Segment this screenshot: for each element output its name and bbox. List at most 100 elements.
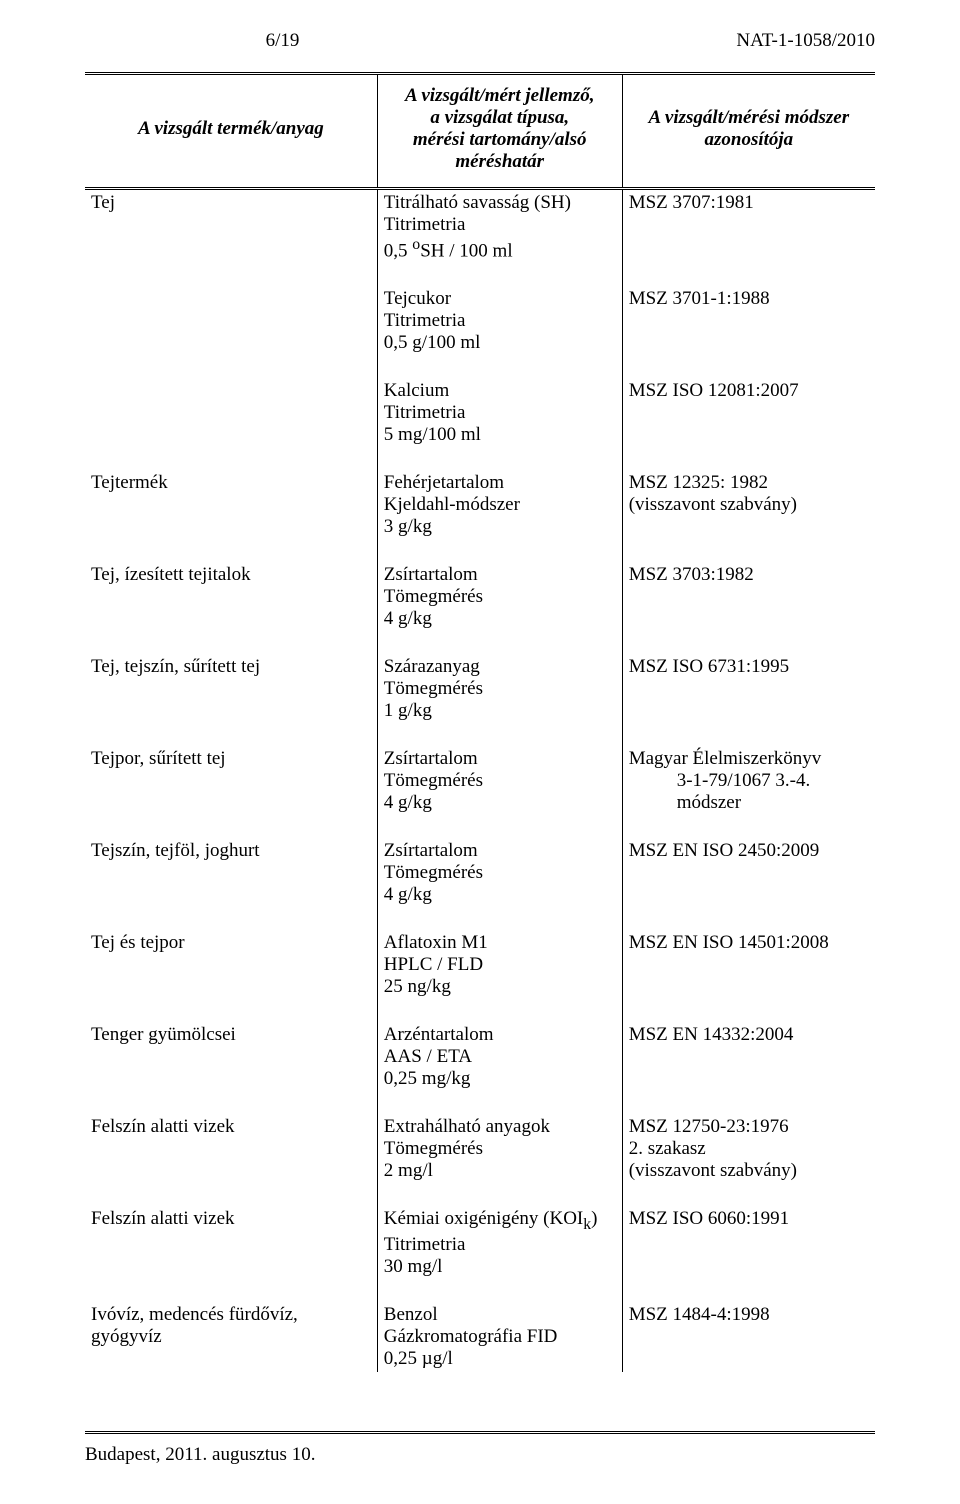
measure-l1: Kalcium: [384, 380, 449, 401]
cell-product: Tej: [85, 189, 377, 265]
cell-method: MSZ ISO 6731:1995: [622, 654, 875, 724]
cell-product: Tejtermék: [85, 470, 377, 540]
cell-product: Felszín alatti vizek: [85, 1114, 377, 1184]
method-l2-indented: 3-1-79/1067 3.-4. módszer: [629, 770, 869, 814]
method-l1: MSZ 12750-23:1976: [629, 1116, 789, 1137]
cell-method: Magyar Élelmiszerkönyv 3-1-79/1067 3.-4.…: [622, 746, 875, 816]
measure-l1a: Kémiai oxigénigény (KOI: [384, 1208, 583, 1229]
measure-l3: 0,25 µg/l: [384, 1348, 453, 1369]
measure-l3: 25 ng/kg: [384, 976, 451, 997]
measure-l1: Arzéntartalom: [384, 1024, 494, 1045]
table-row: Tej Titrálható savasság (SH) Titrimetria…: [85, 189, 875, 265]
cell-method: MSZ 3707:1981: [622, 189, 875, 265]
cell-product: Tej, ízesített tejitalok: [85, 562, 377, 632]
col-header-product: A vizsgált termék/anyag: [85, 74, 377, 189]
cell-measure: Kalcium Titrimetria 5 mg/100 ml: [377, 378, 622, 448]
measure-l3b: SH / 100 ml: [420, 240, 512, 261]
cell-method: MSZ EN ISO 14501:2008: [622, 930, 875, 1000]
cell-measure: Szárazanyag Tömegmérés 1 g/kg: [377, 654, 622, 724]
measure-l3: 4 g/kg: [384, 608, 432, 629]
footer-separator: [85, 1431, 875, 1434]
page-number: 6/19: [85, 30, 480, 52]
cell-product: Tej és tejpor: [85, 930, 377, 1000]
cell-method: MSZ 1484-4:1998: [622, 1302, 875, 1372]
measure-l2: Titrimetria: [384, 1234, 466, 1255]
measure-l1: Titrálható savasság (SH): [384, 192, 571, 213]
footer-text: Budapest, 2011. augusztus 10.: [85, 1444, 315, 1466]
cell-method: MSZ EN 14332:2004: [622, 1022, 875, 1092]
measure-l2: AAS / ETA: [384, 1046, 472, 1067]
table-row: Kalcium Titrimetria 5 mg/100 ml MSZ ISO …: [85, 378, 875, 448]
col2-l4: méréshatár: [455, 151, 544, 172]
table-header-row: A vizsgált termék/anyag A vizsgált/mért …: [85, 74, 875, 189]
measure-l3: 0,25 mg/kg: [384, 1068, 471, 1089]
measure-l2: Tömegmérés: [384, 678, 483, 699]
table-row: Ivóvíz, medencés fürdővíz, gyógyvíz Benz…: [85, 1302, 875, 1372]
cell-method: MSZ ISO 12081:2007: [622, 378, 875, 448]
measure-l3: 0,5 g/100 ml: [384, 332, 481, 353]
measure-l2: Kjeldahl-módszer: [384, 494, 520, 515]
cell-measure: Fehérjetartalom Kjeldahl-módszer 3 g/kg: [377, 470, 622, 540]
measure-l2: Tömegmérés: [384, 1138, 483, 1159]
col-header-method: A vizsgált/mérési módszer azonosítója: [622, 74, 875, 189]
measure-l3: 1 g/kg: [384, 700, 432, 721]
measure-sub: k: [583, 1216, 591, 1233]
cell-product: Tejszín, tejföl, joghurt: [85, 838, 377, 908]
measure-l1: Zsírtartalom: [384, 564, 478, 585]
cell-method: MSZ ISO 6060:1991: [622, 1206, 875, 1280]
table-row: Tejszín, tejföl, joghurt Zsírtartalom Tö…: [85, 838, 875, 908]
measure-l1: Zsírtartalom: [384, 748, 478, 769]
cell-measure: Extrahálható anyagok Tömegmérés 2 mg/l: [377, 1114, 622, 1184]
cell-measure: Zsírtartalom Tömegmérés 4 g/kg: [377, 746, 622, 816]
cell-method: MSZ 12750-23:1976 2. szakasz (visszavont…: [622, 1114, 875, 1184]
col3-l1: A vizsgált/mérési módszer: [649, 107, 850, 128]
table-row: Tej, ízesített tejitalok Zsírtartalom Tö…: [85, 562, 875, 632]
measure-l1: Szárazanyag: [384, 656, 480, 677]
measure-l1: Fehérjetartalom: [384, 472, 504, 493]
cell-method: MSZ 12325: 1982 (visszavont szabvány): [622, 470, 875, 540]
cell-product: Tenger gyümölcsei: [85, 1022, 377, 1092]
cell-measure: Arzéntartalom AAS / ETA 0,25 mg/kg: [377, 1022, 622, 1092]
method-l1: MSZ 12325: 1982: [629, 472, 768, 493]
measure-l3: 2 mg/l: [384, 1160, 433, 1181]
table-row: Tej és tejpor Aflatoxin M1 HPLC / FLD 25…: [85, 930, 875, 1000]
cell-measure: Benzol Gázkromatográfia FID 0,25 µg/l: [377, 1302, 622, 1372]
doc-code: NAT-1-1058/2010: [480, 30, 875, 52]
measure-l2: Titrimetria: [384, 214, 466, 235]
measure-l1: Zsírtartalom: [384, 840, 478, 861]
cell-measure: Zsírtartalom Tömegmérés 4 g/kg: [377, 838, 622, 908]
cell-method: MSZ 3703:1982: [622, 562, 875, 632]
cell-measure: Kémiai oxigénigény (KOIk) Titrimetria 30…: [377, 1206, 622, 1280]
measure-l2: Tömegmérés: [384, 770, 483, 791]
table-row: Tejpor, sűrített tej Zsírtartalom Tömegm…: [85, 746, 875, 816]
table-row: Tejtermék Fehérjetartalom Kjeldahl-módsz…: [85, 470, 875, 540]
cell-measure: Tejcukor Titrimetria 0,5 g/100 ml: [377, 286, 622, 356]
cell-product: Tejpor, sűrített tej: [85, 746, 377, 816]
measure-l2: Titrimetria: [384, 310, 466, 331]
document-page: 6/19 NAT-1-1058/2010 A vizsgált termék/a…: [0, 0, 960, 1504]
method-l3: (visszavont szabvány): [629, 1160, 797, 1181]
measure-l2: Tömegmérés: [384, 586, 483, 607]
measure-l3: 5 mg/100 ml: [384, 424, 481, 445]
table-row: Felszín alatti vizek Extrahálható anyago…: [85, 1114, 875, 1184]
cell-method: MSZ 3701-1:1988: [622, 286, 875, 356]
data-table: A vizsgált termék/anyag A vizsgált/mért …: [85, 72, 875, 1372]
cell-measure: Titrálható savasság (SH) Titrimetria 0,5…: [377, 189, 622, 265]
col2-l3: mérési tartomány/alsó: [413, 129, 587, 150]
measure-l3: 30 mg/l: [384, 1256, 443, 1277]
measure-l1: Aflatoxin M1: [384, 932, 488, 953]
table-row: Tenger gyümölcsei Arzéntartalom AAS / ET…: [85, 1022, 875, 1092]
col2-l2: a vizsgálat típusa,: [430, 107, 569, 128]
table-row: Tej, tejszín, sűrített tej Szárazanyag T…: [85, 654, 875, 724]
method-l2: 2. szakasz: [629, 1138, 706, 1159]
cell-product: Felszín alatti vizek: [85, 1206, 377, 1280]
measure-l3: 4 g/kg: [384, 792, 432, 813]
cell-product: Ivóvíz, medencés fürdővíz, gyógyvíz: [85, 1302, 377, 1372]
measure-l2: Tömegmérés: [384, 862, 483, 883]
page-header: 6/19 NAT-1-1058/2010: [85, 30, 875, 52]
col2-l1: A vizsgált/mért jellemző,: [405, 85, 594, 106]
measure-l3: 3 g/kg: [384, 516, 432, 537]
measure-l2: HPLC / FLD: [384, 954, 483, 975]
measure-l1: Tejcukor: [384, 288, 451, 309]
table-row: Tejcukor Titrimetria 0,5 g/100 ml MSZ 37…: [85, 286, 875, 356]
